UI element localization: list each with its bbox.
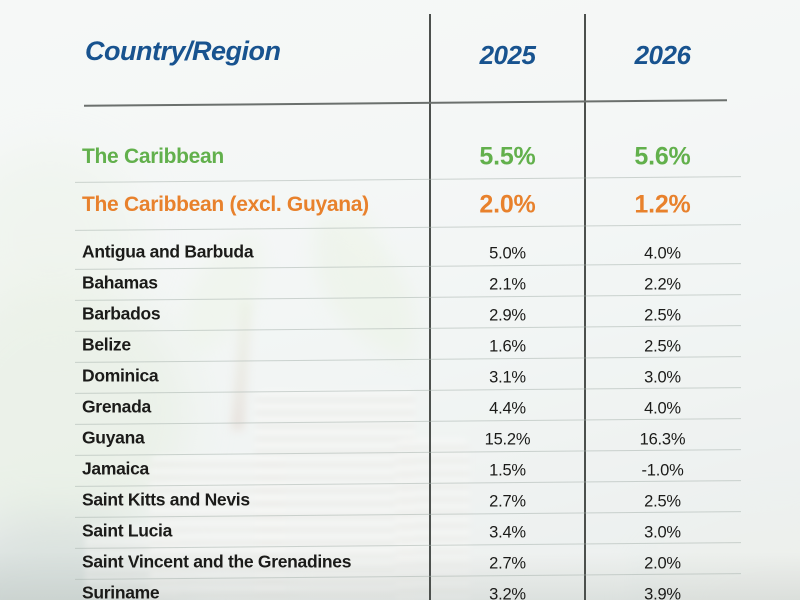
table-row: The Caribbean (excl. Guyana) 2.0% 1.2%: [0, 181, 800, 231]
value-2026: 16.3%: [639, 430, 686, 448]
value-2026: 2.5%: [644, 306, 681, 324]
column-divider-line: [429, 14, 431, 600]
column-header-country-region: Country/Region: [85, 36, 281, 66]
row-label: Belize: [82, 334, 131, 354]
value-2025: 1.5%: [489, 461, 526, 479]
value-2026: 2.5%: [644, 492, 681, 510]
table-row: Grenada 4.4% 4.0%: [0, 391, 800, 425]
value-2026: 2.0%: [644, 554, 681, 572]
value-2026: 4.0%: [644, 399, 681, 417]
row-label: Barbados: [82, 303, 161, 323]
row-label: Saint Kitts and Nevis: [82, 489, 250, 509]
row-divider-line: [75, 224, 741, 231]
row-label: Jamaica: [82, 458, 149, 478]
value-2026: 3.0%: [644, 523, 681, 541]
column-header-2025: 2025: [479, 40, 536, 70]
value-2025: 1.6%: [489, 337, 526, 355]
value-2025: 3.1%: [489, 368, 526, 386]
value-2025: 5.5%: [479, 142, 536, 170]
table-row: Barbados 2.9% 2.5%: [0, 298, 800, 332]
value-2025: 5.0%: [489, 244, 526, 262]
table-row: Antigua and Barbuda 5.0% 4.0%: [0, 236, 800, 270]
row-label: Antigua and Barbuda: [82, 241, 254, 261]
column-divider-line: [584, 14, 586, 600]
value-2026: -1.0%: [641, 461, 684, 479]
value-2025: 2.1%: [489, 275, 526, 293]
row-label: Suriname: [82, 582, 160, 600]
table-row: Guyana 15.2% 16.3%: [0, 422, 800, 456]
row-label: The Caribbean: [82, 144, 224, 168]
row-label: Saint Vincent and the Grenadines: [82, 551, 352, 571]
table-row: Saint Lucia 3.4% 3.0%: [0, 515, 800, 549]
row-label: The Caribbean (excl. Guyana): [82, 192, 369, 216]
value-2025: 2.0%: [479, 190, 536, 218]
row-label: Bahamas: [82, 272, 158, 292]
value-2026: 2.2%: [644, 275, 681, 293]
row-label: Guyana: [82, 427, 145, 447]
value-2025: 2.7%: [489, 554, 526, 572]
value-2025: 4.4%: [489, 399, 526, 417]
value-2025: 2.7%: [489, 492, 526, 510]
column-header-2026: 2026: [634, 40, 691, 70]
row-label: Saint Lucia: [82, 520, 173, 540]
value-2025: 3.2%: [489, 585, 526, 600]
value-2025: 15.2%: [484, 430, 531, 448]
row-label: Grenada: [82, 396, 151, 416]
value-2026: 3.0%: [644, 368, 681, 386]
table-row: The Caribbean 5.5% 5.6%: [0, 133, 800, 183]
value-2026: 4.0%: [644, 244, 681, 262]
table-row: Belize 1.6% 2.5%: [0, 329, 800, 363]
table-row: Jamaica 1.5% -1.0%: [0, 453, 800, 487]
value-2025: 2.9%: [489, 306, 526, 324]
header-underline: [84, 99, 727, 107]
table-row: Bahamas 2.1% 2.2%: [0, 267, 800, 301]
table-row: Suriname 3.2% 3.9%: [0, 577, 800, 600]
value-2026: 2.5%: [644, 337, 681, 355]
table-row: Saint Kitts and Nevis 2.7% 2.5%: [0, 484, 800, 518]
row-label: Dominica: [82, 365, 159, 385]
value-2025: 3.4%: [489, 523, 526, 541]
table-row: Saint Vincent and the Grenadines 2.7% 2.0%: [0, 546, 800, 580]
value-2026: 5.6%: [634, 142, 691, 170]
table-row: Dominica 3.1% 3.0%: [0, 360, 800, 394]
value-2026: 1.2%: [634, 190, 691, 218]
value-2026: 3.9%: [644, 585, 681, 600]
